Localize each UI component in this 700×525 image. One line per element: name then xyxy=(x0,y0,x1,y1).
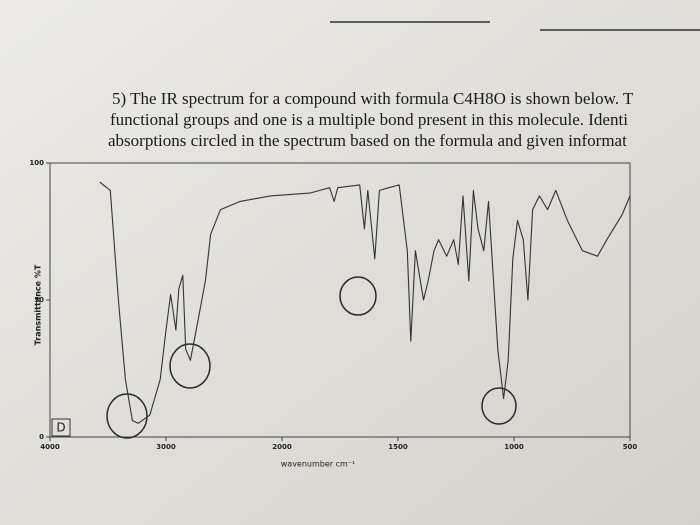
x-tick-label: 500 xyxy=(623,443,638,451)
question-line: functional groups and one is a multiple … xyxy=(110,110,628,129)
question-line: 5) The IR spectrum for a compound with f… xyxy=(112,89,634,108)
x-axis-label: wavenumber cm⁻¹ xyxy=(281,460,356,469)
y-axis-label: Transmittance %T xyxy=(34,264,43,345)
x-tick-label: 3000 xyxy=(156,443,176,451)
y-tick-label: 0 xyxy=(39,433,44,441)
circle-annotation xyxy=(481,387,517,425)
circle-annotation xyxy=(339,276,377,316)
y-tick-label: 50 xyxy=(34,296,44,304)
circle-annotation xyxy=(169,343,211,389)
spectrum-line xyxy=(99,181,631,424)
circle-annotation xyxy=(106,393,148,439)
annotation: D xyxy=(56,421,65,435)
circles xyxy=(106,276,517,439)
question-line: absorptions circled in the spectrum base… xyxy=(108,131,627,150)
annotation-box xyxy=(51,418,71,437)
x-tick-label: 4000 xyxy=(40,443,60,451)
x-tick-label: 1000 xyxy=(504,443,524,451)
question: 5) The IR spectrum for a compound with f… xyxy=(108,89,634,150)
y-tick-label: 100 xyxy=(29,159,44,167)
x-tick-label: 2000 xyxy=(272,443,292,451)
x-tick-label: 1500 xyxy=(388,443,408,451)
